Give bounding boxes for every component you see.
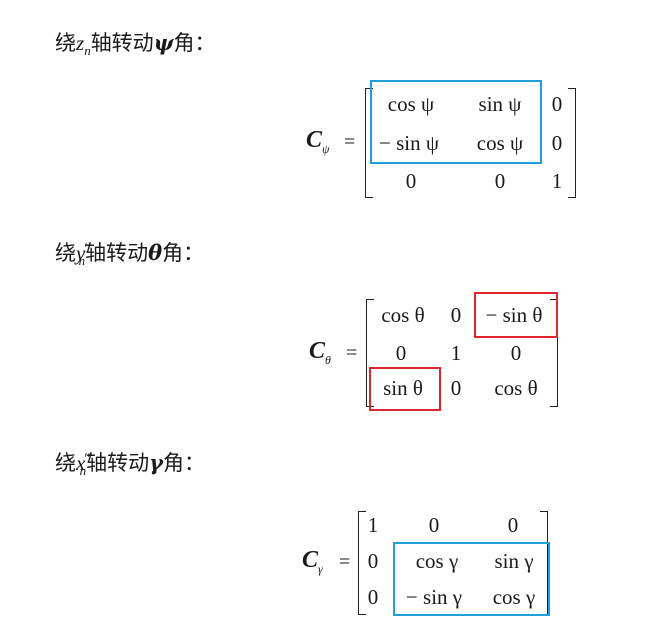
matrix-cell: sin θ <box>383 376 423 400</box>
heading-suffix: 轴转动 <box>85 241 149 265</box>
axis-variable: zn <box>76 31 91 58</box>
heading-tail: 角： <box>173 31 216 55</box>
matrix-cell: cos ψ <box>387 92 435 116</box>
axis-variable: x″n <box>76 451 90 478</box>
matrix-cell: 0 <box>428 513 440 537</box>
matrix-cell: − sin θ <box>485 303 543 327</box>
matrix-cell: cos ψ <box>476 131 524 155</box>
matrix-cell: − sin γ <box>405 585 463 609</box>
matrix-cell: cos θ <box>381 303 425 327</box>
matrix-3-left-bracket <box>358 511 366 615</box>
matrix-cell: 1 <box>367 513 379 537</box>
matrix-cell: 0 <box>450 376 462 400</box>
heading-tail: 角： <box>162 241 205 265</box>
angle-symbol: ψ <box>153 30 174 55</box>
equals-sign: = <box>346 342 358 364</box>
matrix-3-highlight-blue <box>393 542 550 616</box>
matrix-cell: sin γ <box>494 549 534 573</box>
heading-tail: 角： <box>162 451 205 475</box>
axis-variable: y′n <box>76 241 87 268</box>
matrix-1-highlight-blue <box>370 80 542 164</box>
heading-prefix: 绕 <box>55 241 76 265</box>
matrix-2-highlight-red-top <box>474 292 558 338</box>
angle-symbol: θ <box>148 240 163 265</box>
heading-suffix: 轴转动 <box>86 451 150 475</box>
matrix-cell: sin ψ <box>478 92 522 116</box>
equals-sign: = <box>339 551 351 573</box>
section-3-heading: 绕x″n轴转动γ角： <box>55 450 205 478</box>
matrix-cell: cos θ <box>494 376 538 400</box>
matrix-cell: cos γ <box>415 549 459 573</box>
matrix-cell: 0 <box>405 169 417 193</box>
matrix-1-right-bracket <box>568 88 576 198</box>
matrix-cell: 0 <box>551 131 563 155</box>
matrix-cell: 1 <box>551 169 563 193</box>
matrix-cell: 0 <box>510 341 522 365</box>
heading-prefix: 绕 <box>55 451 76 475</box>
matrix-cell: 1 <box>450 341 462 365</box>
matrix-3-lhs: Cγ <box>302 547 323 576</box>
heading-prefix: 绕 <box>55 31 76 55</box>
matrix-cell: − sin ψ <box>379 131 439 155</box>
section-2-heading: 绕y′n轴转动θ角： <box>55 240 205 268</box>
matrix-cell: cos γ <box>492 585 536 609</box>
section-1-heading: 绕zn轴转动ψ角： <box>55 32 215 57</box>
matrix-2-highlight-red-bottom <box>369 367 441 411</box>
matrix-cell: 0 <box>551 92 563 116</box>
matrix-2-lhs: Cθ <box>309 338 331 367</box>
matrix-cell: 0 <box>507 513 519 537</box>
matrix-cell: 0 <box>367 549 379 573</box>
matrix-1-lhs: Cψ <box>306 127 330 156</box>
matrix-1-left-bracket <box>365 88 373 198</box>
matrix-2-right-bracket <box>550 299 558 407</box>
matrix-cell: 0 <box>450 303 462 327</box>
matrix-cell: 0 <box>494 169 506 193</box>
heading-suffix: 轴转动 <box>90 31 154 55</box>
matrix-cell: 0 <box>367 585 379 609</box>
equals-sign: = <box>344 131 356 153</box>
matrix-cell: 0 <box>395 341 407 365</box>
angle-symbol: γ <box>149 450 163 475</box>
